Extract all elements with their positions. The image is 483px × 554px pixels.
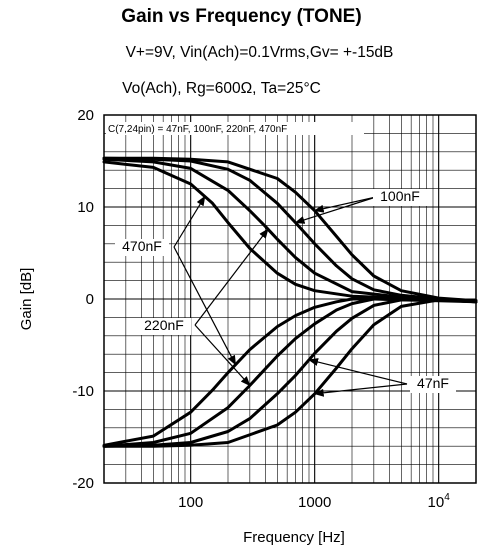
annotation-label: 100nF (380, 188, 420, 204)
x-tick-labels: 100 1000 104 (178, 492, 450, 511)
chart-title: Gain vs Frequency (TONE) (121, 6, 362, 27)
annotation-arrow (194, 324, 251, 387)
series-line-boost-470nF (102, 160, 478, 303)
x-tick-label: 1000 (298, 494, 331, 511)
annotation-arrow (194, 228, 269, 326)
series-line-cut-220nF (102, 297, 478, 448)
annotation-arrow (313, 383, 408, 397)
annotation-label-background (373, 189, 427, 206)
y-tick-label: -20 (72, 475, 94, 492)
y-tick-label: 10 (77, 199, 94, 216)
x-tick-label: 104 (428, 492, 451, 511)
y-tick-labels: 20 10 0 -10 -20 (72, 107, 94, 492)
plot-frame (103, 114, 477, 484)
annotation-arrow (313, 196, 377, 213)
series-line-cut-100nF (102, 298, 478, 448)
annotation-label-background (137, 318, 191, 335)
annotations: 100nF 470nF 220nF 47nF (115, 188, 456, 397)
annotation-label: 47nF (417, 375, 449, 391)
annotation-label: 470nF (122, 238, 162, 254)
annotation-label: 220nF (144, 317, 184, 333)
capacitor-note-background (106, 122, 364, 135)
y-tick-label: 0 (86, 291, 94, 308)
annotation-arrow (308, 358, 408, 385)
capacitor-note: C(7,24pin) = 47nF, 100nF, 220nF, 470nF (108, 124, 287, 135)
annotation-label-background (115, 239, 169, 256)
annotation-arrow (173, 195, 206, 248)
y-tick-label: -10 (72, 383, 94, 400)
y-tick-label: 20 (77, 107, 94, 124)
annotation-label-background (410, 376, 456, 393)
chart-subtitle-line-2: Vo(Ach), Rg=600Ω, Ta=25°C (122, 80, 321, 97)
y-axis-label: Gain [dB] (18, 268, 35, 331)
x-axis-label: Frequency [Hz] (243, 529, 345, 546)
series-line-boost-220nF (102, 157, 478, 303)
annotation-arrow (294, 196, 377, 224)
x-tick-label: 100 (178, 494, 203, 511)
series-line-boost-100nF (102, 156, 478, 303)
annotation-arrow (173, 246, 237, 366)
chart-subtitle-line-1: V+=9V, Vin(Ach)=0.1Vrms,Gv= +-15dB (125, 44, 394, 61)
